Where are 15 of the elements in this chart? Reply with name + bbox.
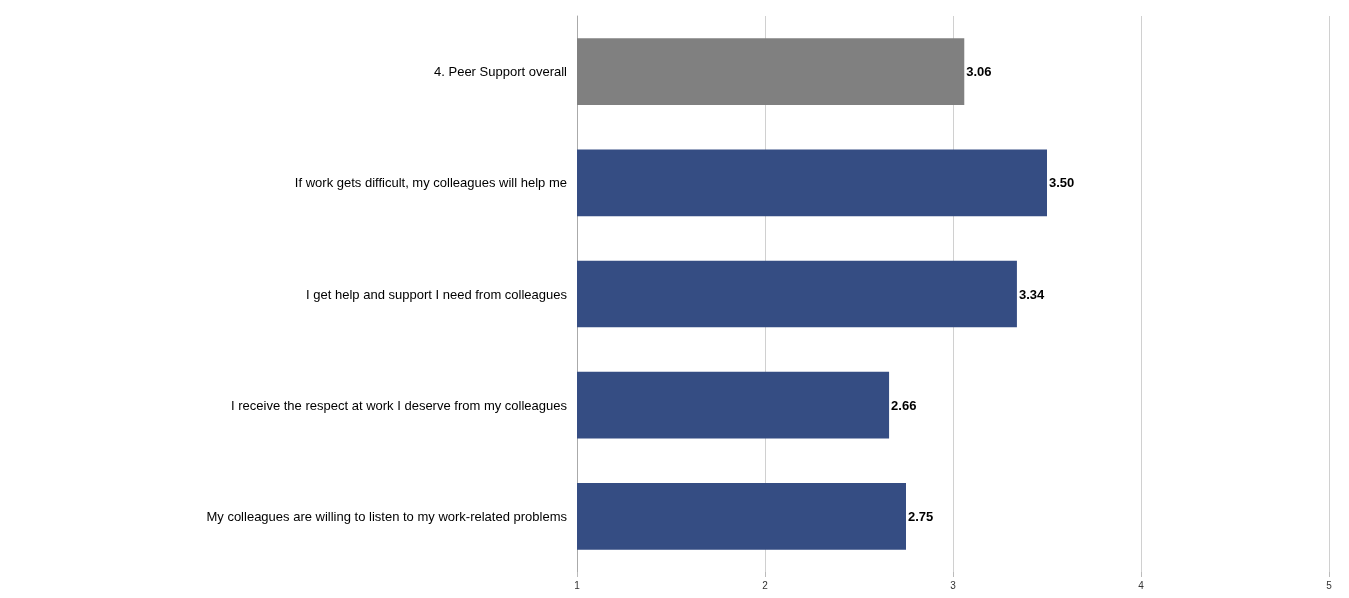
data-label: 2.75 (908, 508, 934, 524)
data-label: 2.66 (891, 397, 917, 413)
x-tick-label: 2 (762, 579, 769, 591)
x-tick-label: 4 (1138, 579, 1145, 591)
x-tick-label: 5 (1326, 579, 1333, 591)
x-tick-label: 1 (574, 579, 581, 591)
data-label: 3.50 (1049, 175, 1075, 191)
y-tick-label: I get help and support I need from colleagues (306, 286, 568, 302)
y-tick-label: I receive the respect at work I deserve from my colleagues (231, 397, 568, 413)
y-tick-label: If work gets difficult, my colleagues will help me (294, 175, 567, 191)
x-tick-label: 3 (950, 579, 957, 591)
data-label: 3.06 (966, 64, 992, 80)
y-tick-label: My colleagues are willing to listen to my work-related problems (206, 508, 568, 524)
y-tick-label: 4. Peer Support overall (434, 64, 568, 80)
data-label: 3.34 (1018, 286, 1045, 302)
